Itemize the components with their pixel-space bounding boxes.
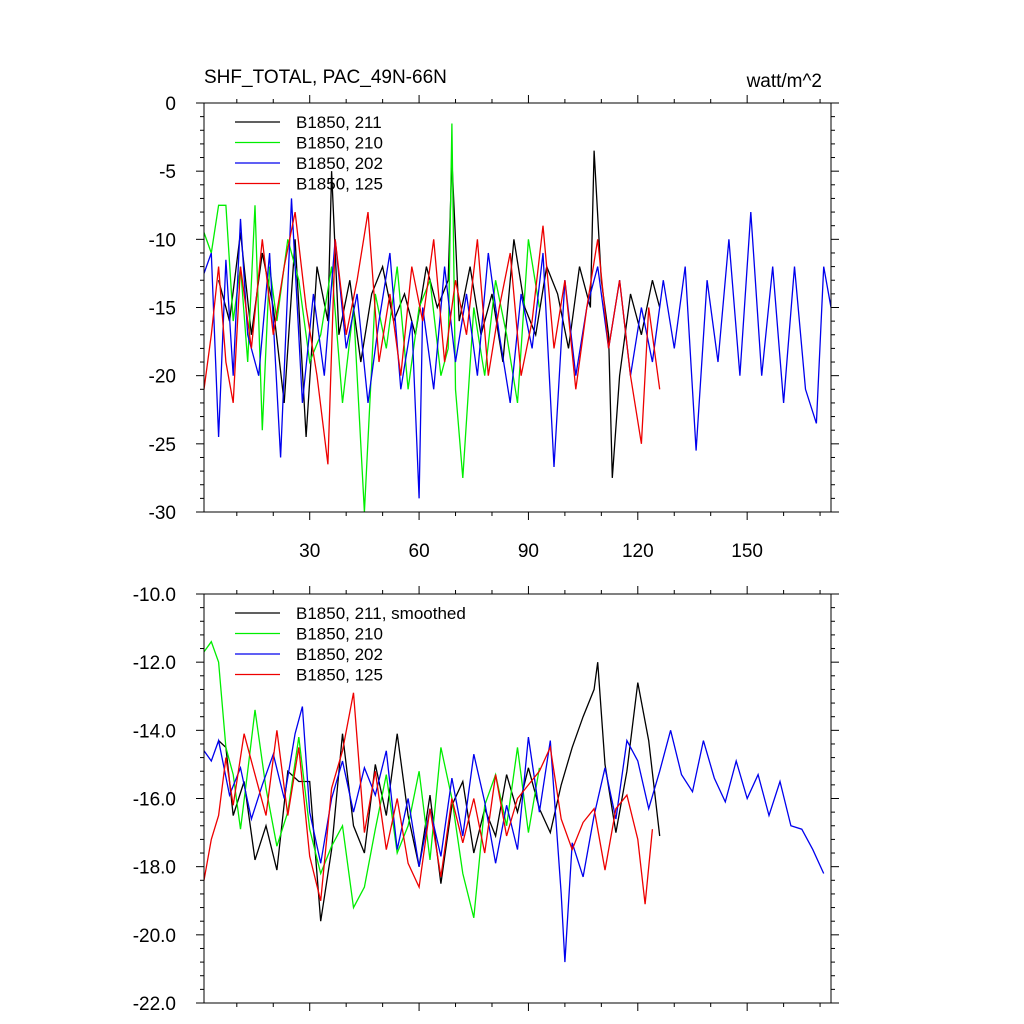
series-line-3 [204,706,825,963]
series-group [204,123,831,512]
y-tick-label: -10 [149,230,176,251]
series-line-1 [218,662,661,922]
series-group [204,640,825,963]
y-tick-label: -30 [149,503,176,524]
y-tick-label: -22.0 [133,994,176,1015]
y-tick-label: -10.0 [133,585,176,606]
legend-label: B1850, 202 [296,154,383,173]
series-line-4 [204,692,654,905]
y-tick-label: -18.0 [133,858,176,879]
y-tick-label: -15 [149,299,176,320]
x-tick-label: 60 [409,541,430,562]
series-line-4 [204,211,661,465]
legend-label: B1850, 125 [296,175,383,194]
legend-label: B1850, 210 [296,134,383,153]
y-tick-label: -5 [159,162,176,183]
legend-label: B1850, 210 [296,625,383,644]
top-panel: 30 60 90 120 150 0 -5 -10 -15 -20 -25 -30 B1850, 211… [149,94,839,562]
y-tick-label: -12.0 [133,653,176,674]
y-tick-label: -16.0 [133,790,176,811]
legend-label: B1850, 211 [296,113,382,132]
y-tick-label: -20.0 [133,926,176,947]
legend-label: B1850, 125 [296,666,383,685]
x-tick-label: 150 [731,541,763,562]
legend-label: B1850, 211, smoothed [296,604,466,623]
legend-label: B1850, 202 [296,645,383,664]
y-tick-label: -25 [149,435,176,456]
series-line-2 [204,640,541,918]
series-line-2 [204,123,541,512]
y-tick-label: -20 [149,367,176,388]
y-tick-label: 0 [165,94,176,115]
y-tick-label: -14.0 [133,721,176,742]
series-line-3 [204,198,831,499]
x-tick-label: 90 [518,541,539,562]
x-tick-label: 30 [299,541,320,562]
x-tick-label: 120 [622,541,654,562]
figure-title: SHF_TOTAL, PAC_49N-66N [204,67,447,88]
units-label: watt/m^2 [746,71,822,92]
bottom-panel: -10.0 -12.0 -14.0 -16.0 -18.0 -20.0 -22.0 B1850… [133,585,839,1015]
